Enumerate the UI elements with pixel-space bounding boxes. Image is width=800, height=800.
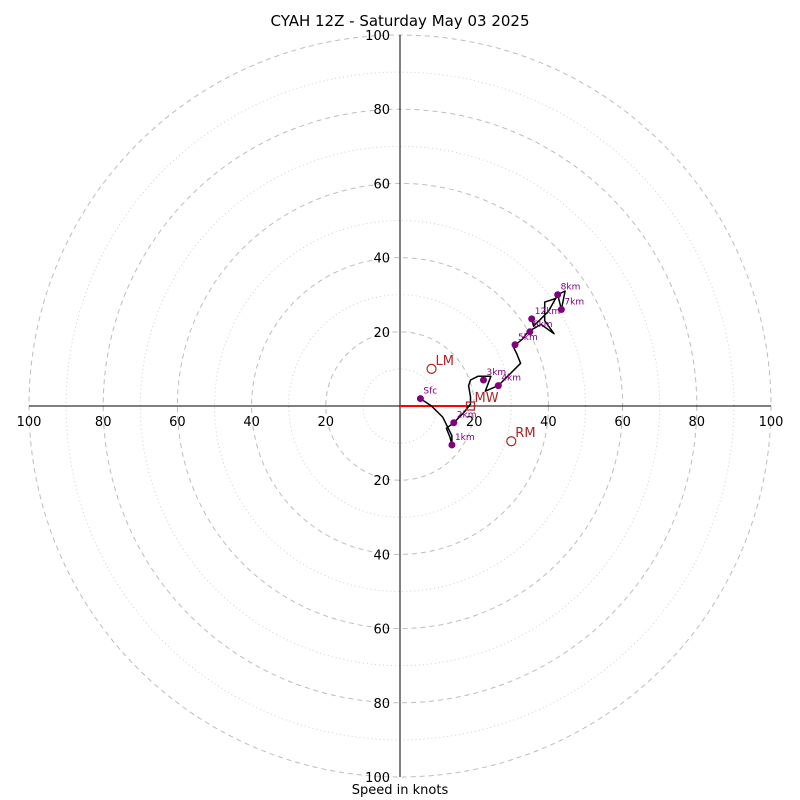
storm-motion-label: RM (515, 426, 535, 441)
height-point (450, 419, 458, 427)
y-tick-label: 80 (373, 103, 390, 118)
x-tick-label: 80 (95, 415, 112, 430)
height-point-label: 12km (535, 307, 560, 317)
x-tick-label: 100 (759, 415, 784, 430)
height-point (494, 382, 502, 390)
height-point-label: 7km (564, 298, 584, 308)
height-point (448, 441, 456, 449)
storm-motion-label: MW (474, 391, 498, 406)
y-tick-label: 40 (373, 252, 390, 267)
storm-motions: LM RM MW (426, 354, 536, 447)
height-point (479, 376, 487, 384)
height-point-label: 2km (457, 411, 477, 421)
y-tick-label: 80 (373, 697, 390, 712)
height-point-label: 8km (561, 283, 581, 293)
height-point-label: 5km (518, 333, 538, 343)
storm-motion-marker (465, 401, 476, 411)
height-point-label: Sfc (423, 387, 437, 397)
x-tick-label: 80 (689, 415, 706, 430)
height-point-label: 4km (501, 374, 521, 384)
y-tick-label: 40 (373, 548, 390, 563)
y-tick-label: 20 (373, 326, 390, 341)
height-point (557, 306, 565, 314)
height-point (416, 395, 424, 403)
storm-motion-marker (506, 436, 517, 447)
y-tick-label: 100 (365, 29, 390, 44)
y-tick-label: 100 (365, 771, 390, 786)
height-point (526, 328, 534, 336)
x-tick-label: 20 (466, 415, 483, 430)
height-point (554, 291, 562, 299)
height-point-label: 3km (486, 368, 506, 378)
height-point-label: 1km (455, 433, 475, 443)
height-point (511, 341, 519, 349)
height-point-label: 6km (533, 320, 553, 330)
storm-motion-label: LM (436, 354, 454, 369)
x-tick-label: 100 (17, 415, 42, 430)
x-tick-label: 20 (318, 415, 335, 430)
x-axis-label: Speed in knots (351, 783, 449, 798)
x-tick-label: 60 (169, 415, 186, 430)
x-tick-label: 40 (540, 415, 557, 430)
x-tick-label: 40 (243, 415, 260, 430)
y-tick-label: 60 (373, 177, 390, 192)
y-tick-label: 20 (373, 474, 390, 489)
height-point (528, 315, 536, 323)
chart-title: CYAH 12Z - Saturday May 03 2025 (270, 12, 530, 30)
y-tick-label: 60 (373, 623, 390, 638)
storm-motion-marker (426, 363, 437, 374)
tick-labels: 100 80 60 40 20 20 40 60 80 100 100 80 60 40 20 20 40 60 8… (17, 29, 784, 786)
x-tick-label: 60 (614, 415, 631, 430)
